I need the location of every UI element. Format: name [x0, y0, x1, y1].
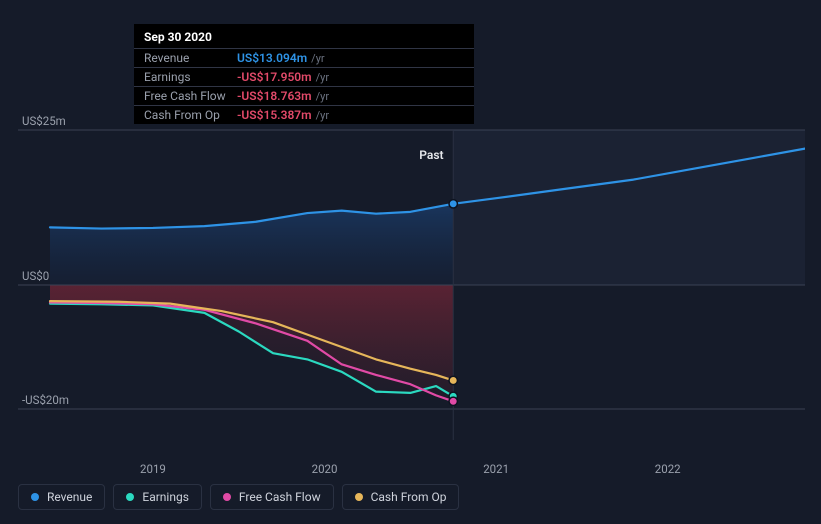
tooltip-metric-value: -US$15.387m: [237, 108, 312, 122]
tooltip-metric-suffix: /yr: [316, 109, 329, 122]
x-axis-label: 2019: [140, 462, 166, 476]
legend-swatch-icon: [31, 493, 39, 501]
legend-swatch-icon: [223, 493, 231, 501]
tooltip-metric-value: -US$17.950m: [237, 70, 312, 84]
series-marker-cashop: [449, 376, 457, 384]
x-axis-label: 2020: [312, 462, 338, 476]
tooltip-metric-suffix: /yr: [316, 71, 329, 84]
legend-label: Revenue: [47, 490, 92, 504]
tooltip-metric-label: Free Cash Flow: [144, 89, 237, 103]
tooltip-metric-value: -US$18.763m: [237, 89, 312, 103]
tooltip-metric-suffix: /yr: [316, 90, 329, 103]
x-axis-label: 2022: [655, 462, 681, 476]
chart-area[interactable]: [18, 120, 805, 488]
tooltip-metric-value: US$13.094m: [237, 51, 307, 65]
legend: Revenue Earnings Free Cash Flow Cash From O…: [18, 484, 459, 510]
tooltip-metric-label: Earnings: [144, 70, 237, 84]
tooltip-date: Sep 30 2020: [134, 24, 474, 48]
tooltip-row: Cash From Op-US$15.387m/yr: [134, 105, 474, 124]
x-axis-label: 2021: [483, 462, 509, 476]
series-marker-fcf: [449, 397, 457, 405]
legend-label: Free Cash Flow: [239, 490, 321, 504]
y-axis-label: US$0: [22, 269, 49, 283]
series-marker-revenue: [449, 200, 457, 208]
legend-item-earnings[interactable]: Earnings: [113, 484, 202, 510]
y-axis-label: US$25m: [22, 114, 66, 128]
tooltip-metric-label: Revenue: [144, 51, 237, 65]
legend-swatch-icon: [126, 493, 134, 501]
y-axis-label: -US$20m: [22, 393, 69, 407]
legend-item-cashop[interactable]: Cash From Op: [342, 484, 460, 510]
legend-label: Cash From Op: [371, 490, 447, 504]
tooltip-metric-label: Cash From Op: [144, 108, 237, 122]
tooltip-row: Earnings-US$17.950m/yr: [134, 67, 474, 86]
line-chart-svg: [18, 120, 805, 460]
legend-label: Earnings: [142, 490, 189, 504]
tooltip-row: RevenueUS$13.094m/yr: [134, 48, 474, 67]
revenue-area: [50, 204, 453, 285]
hover-tooltip: Sep 30 2020 RevenueUS$13.094m/yrEarnings…: [134, 24, 474, 124]
tooltip-row: Free Cash Flow-US$18.763m/yr: [134, 86, 474, 105]
tooltip-metric-suffix: /yr: [311, 52, 324, 65]
legend-swatch-icon: [355, 493, 363, 501]
legend-item-revenue[interactable]: Revenue: [18, 484, 105, 510]
legend-item-fcf[interactable]: Free Cash Flow: [210, 484, 334, 510]
